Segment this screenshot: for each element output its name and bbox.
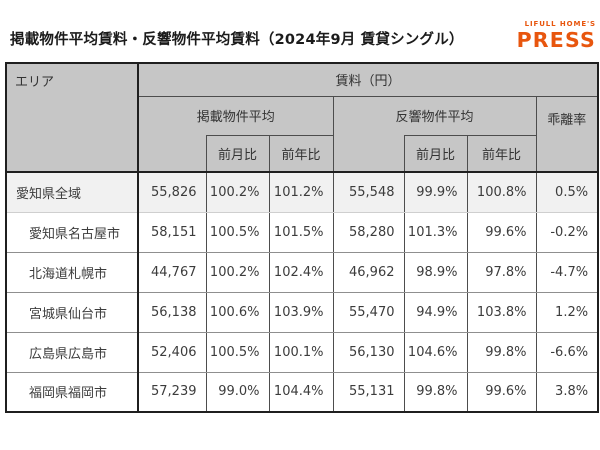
- response-avg-cell: 55,131: [332, 372, 405, 413]
- listed-mom-cell: 99.0%: [205, 372, 270, 413]
- deviation-cell: 3.8%: [535, 372, 599, 413]
- column-header-area: エリア: [5, 62, 139, 173]
- response-mom-cell: 99.8%: [403, 372, 468, 413]
- logo-press-text: PRESS: [516, 28, 596, 52]
- area-cell: 愛知県全域: [5, 172, 139, 213]
- listed-mom-cell: 100.5%: [205, 212, 270, 253]
- listed-mom-cell: 100.2%: [205, 172, 270, 213]
- table-row: 北海道札幌市 44,767 100.2% 102.4% 46,962 98.9%…: [5, 252, 599, 293]
- page-title: 掲載物件平均賃料・反響物件平均賃料（2024年9月 賃貸シングル）: [10, 32, 464, 48]
- listed-yoy-cell: 104.4%: [268, 372, 334, 413]
- deviation-cell: 0.5%: [535, 172, 599, 213]
- column-header-deviation: 乖離率: [535, 95, 599, 173]
- listed-avg-cell: 56,138: [137, 292, 207, 333]
- column-header-listed-yoy: 前年比: [268, 134, 334, 173]
- response-yoy-cell: 99.6%: [466, 212, 537, 253]
- column-header-response-avg: 反響物件平均: [332, 95, 537, 135]
- listed-mom-cell: 100.2%: [205, 252, 270, 293]
- response-avg-cell: 58,280: [332, 212, 405, 253]
- listed-avg-cell: 57,239: [137, 372, 207, 413]
- response-yoy-cell: 97.8%: [466, 252, 537, 293]
- column-header-rent-yen: 賃料（円）: [137, 62, 599, 97]
- listed-avg-cell: 44,767: [137, 252, 207, 293]
- response-mom-cell: 101.3%: [403, 212, 468, 253]
- response-mom-cell: 98.9%: [403, 252, 468, 293]
- listed-mom-cell: 100.6%: [205, 292, 270, 333]
- listed-yoy-cell: 100.1%: [268, 332, 334, 373]
- area-cell: 福岡県福岡市: [5, 372, 139, 413]
- response-mom-cell: 94.9%: [403, 292, 468, 333]
- logo-brand-text: LIFULL HOME'S: [524, 20, 596, 28]
- listed-yoy-cell: 103.9%: [268, 292, 334, 333]
- header-row-2: 掲載物件平均 反響物件平均 乖離率: [6, 95, 599, 173]
- listed-yoy-cell: 102.4%: [268, 252, 334, 293]
- response-avg-cell: 55,470: [332, 292, 405, 333]
- listed-mom-cell: 100.5%: [205, 332, 270, 373]
- table-row: 愛知県名古屋市 58,151 100.5% 101.5% 58,280 101.…: [5, 212, 599, 253]
- deviation-cell: -4.7%: [535, 252, 599, 293]
- area-cell: 愛知県名古屋市: [5, 212, 139, 253]
- deviation-cell: -6.6%: [535, 332, 599, 373]
- listed-avg-cell: 55,826: [137, 172, 207, 213]
- area-cell: 宮城県仙台市: [5, 292, 139, 333]
- table-row: 広島県広島市 52,406 100.5% 100.1% 56,130 104.6…: [5, 332, 599, 373]
- table-row: 愛知県全域 55,826 100.2% 101.2% 55,548 99.9% …: [5, 172, 599, 213]
- response-mom-cell: 104.6%: [403, 332, 468, 373]
- table-row: 宮城県仙台市 56,138 100.6% 103.9% 55,470 94.9%…: [5, 292, 599, 333]
- response-mom-cell: 99.9%: [403, 172, 468, 213]
- header-spacer-listed: [137, 135, 207, 173]
- header-row-3: 前月比 前年比 前月比 前年比: [6, 134, 598, 173]
- response-yoy-cell: 99.6%: [466, 372, 537, 413]
- column-header-response-mom: 前月比: [403, 134, 468, 173]
- listed-avg-cell: 52,406: [137, 332, 207, 373]
- response-avg-cell: 56,130: [332, 332, 405, 373]
- rent-data-table: エリア 賃料（円） 掲載物件平均 反響物件平均 乖離率 前月比 前年比 前月比 …: [5, 62, 600, 413]
- response-avg-cell: 46,962: [332, 252, 405, 293]
- deviation-cell: 1.2%: [535, 292, 599, 333]
- column-header-listed-avg: 掲載物件平均: [137, 95, 334, 135]
- lifull-homes-press-logo: LIFULL HOME'S PRESS: [517, 21, 596, 51]
- listed-yoy-cell: 101.5%: [268, 212, 334, 253]
- listed-avg-cell: 58,151: [137, 212, 207, 253]
- column-header-response-yoy: 前年比: [466, 134, 537, 173]
- header-row-1: エリア 賃料（円）: [5, 62, 599, 173]
- listed-yoy-cell: 101.2%: [268, 172, 334, 213]
- area-cell: 広島県広島市: [5, 332, 139, 373]
- response-yoy-cell: 100.8%: [466, 172, 537, 213]
- deviation-cell: -0.2%: [535, 212, 599, 253]
- response-avg-cell: 55,548: [332, 172, 405, 213]
- response-yoy-cell: 103.8%: [466, 292, 537, 333]
- response-yoy-cell: 99.8%: [466, 332, 537, 373]
- header-spacer-response: [332, 135, 405, 173]
- area-cell: 北海道札幌市: [5, 252, 139, 293]
- table-row: 福岡県福岡市 57,239 99.0% 104.4% 55,131 99.8% …: [5, 372, 599, 413]
- column-header-listed-mom: 前月比: [205, 134, 270, 173]
